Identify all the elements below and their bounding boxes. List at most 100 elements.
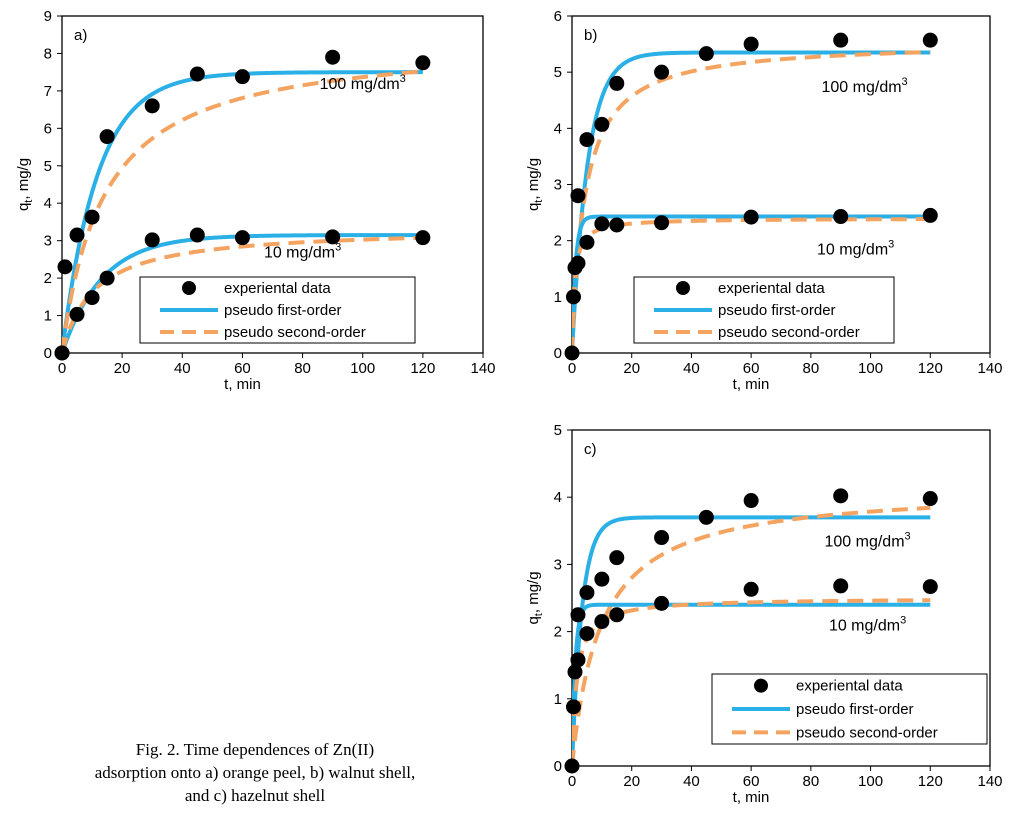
legend-marker-experimental	[676, 281, 690, 295]
y-tick-label: 7	[44, 83, 52, 100]
y-tick-label: 0	[44, 345, 52, 362]
data-point	[833, 209, 849, 225]
x-tick-label: 120	[918, 360, 943, 377]
data-point	[99, 129, 115, 145]
y-tick-label: 3	[554, 177, 562, 194]
data-point	[654, 64, 670, 80]
x-tick-label: 80	[803, 773, 820, 790]
data-point	[743, 493, 759, 509]
data-point	[69, 306, 85, 322]
caption-line: Fig. 2. Time dependences of Zn(II)	[135, 740, 375, 759]
curve-label: 100 mg/dm3	[824, 530, 910, 550]
data-point	[325, 229, 341, 245]
pseudo-second-order-curve	[62, 69, 424, 353]
pseudo-second-order-curve	[62, 235, 423, 353]
data-point	[609, 607, 625, 623]
data-point	[698, 509, 714, 525]
x-axis-label: t, min	[733, 789, 770, 806]
x-tick-label: 0	[568, 360, 576, 377]
data-point	[594, 116, 610, 132]
data-point	[84, 209, 100, 225]
data-point	[833, 488, 849, 504]
data-point	[570, 652, 586, 668]
data-point	[594, 216, 610, 232]
figure-caption: Fig. 2. Time dependences of Zn(II) adsor…	[10, 738, 500, 807]
legend: experiental data pseudo first-order pseudo…	[711, 673, 988, 745]
x-tick-label: 40	[683, 360, 700, 377]
legend: experiental data pseudo first-order pseudo…	[633, 276, 895, 344]
data-point	[144, 232, 160, 248]
data-point	[579, 234, 595, 250]
y-axis-label: qt, mg/g	[15, 158, 35, 211]
x-tick-label: 20	[623, 360, 640, 377]
y-tick-label: 1	[554, 691, 562, 708]
y-tick-label: 6	[554, 8, 562, 25]
x-tick-label: 140	[977, 360, 1002, 377]
x-tick-label: 140	[470, 360, 495, 377]
x-axis-label: t, min	[733, 376, 770, 393]
data-point	[564, 758, 580, 774]
data-point	[84, 290, 100, 306]
y-tick-label: 5	[44, 158, 52, 175]
chart-panel-c: 0 20 40 60 80 100 120 140 0 1 2 3 4 5 t, min qt, mg/g c)…	[525, 422, 1003, 806]
panel-label: b)	[584, 27, 597, 44]
y-tick-label: 1	[44, 308, 52, 325]
x-axis-label: t, min	[224, 376, 261, 393]
y-tick-label: 9	[44, 8, 52, 25]
data-point	[833, 578, 849, 594]
x-tick-label: 120	[410, 360, 435, 377]
legend-entry: experiental data	[224, 280, 331, 297]
x-tick-label: 100	[858, 360, 883, 377]
y-tick-label: 5	[554, 64, 562, 81]
data-point	[654, 595, 670, 611]
data-point	[594, 571, 610, 587]
caption-line: and c) hazelnut shell	[184, 786, 326, 805]
x-tick-label: 140	[977, 773, 1002, 790]
panel-label: a)	[74, 27, 87, 44]
data-point	[579, 132, 595, 148]
data-point	[654, 215, 670, 231]
y-tick-label: 3	[554, 556, 562, 573]
data-point	[564, 345, 580, 361]
x-tick-label: 100	[350, 360, 375, 377]
legend-entry: experiental data	[718, 280, 825, 297]
data-point	[922, 491, 938, 507]
data-point	[609, 75, 625, 91]
x-tick-label: 20	[114, 360, 131, 377]
y-axis-label: qt, mg/g	[525, 571, 545, 624]
data-point	[743, 581, 759, 597]
chart-panel-a: 0 20 40 60 80 100 120 140 0 1 2 3 4 5 6 7 8 9 t, min qt, mg…	[15, 8, 496, 393]
data-point	[922, 32, 938, 48]
x-tick-label: 20	[623, 773, 640, 790]
caption-line: adsorption onto a) orange peel, b) walnu…	[94, 763, 416, 782]
data-point	[234, 69, 250, 85]
legend-entry: pseudo first-order	[796, 701, 914, 718]
data-point	[69, 227, 85, 243]
legend-entry: pseudo first-order	[224, 302, 342, 319]
data-point	[579, 626, 595, 642]
x-tick-label: 80	[294, 360, 311, 377]
legend-entry: pseudo second-order	[224, 324, 366, 341]
pseudo-second-order-curve	[572, 50, 931, 353]
x-tick-label: 40	[683, 773, 700, 790]
data-point	[325, 49, 341, 65]
x-tick-label: 0	[568, 773, 576, 790]
data-point	[99, 270, 115, 286]
x-tick-label: 60	[743, 773, 760, 790]
y-axis-label: qt, mg/g	[525, 158, 545, 211]
y-tick-label: 4	[554, 120, 562, 137]
x-tick-label: 40	[174, 360, 191, 377]
curve-label: 100 mg/dm3	[822, 76, 908, 96]
curve-label: 10 mg/dm3	[817, 239, 894, 259]
y-tick-label: 5	[554, 422, 562, 439]
y-tick-label: 2	[44, 270, 52, 287]
legend-marker-experimental	[754, 678, 768, 693]
y-tick-label: 2	[554, 624, 562, 641]
data-point	[743, 209, 759, 225]
y-tick-label: 4	[554, 489, 562, 506]
legend-entry: pseudo second-order	[796, 724, 938, 741]
data-point	[189, 66, 205, 82]
y-tick-label: 4	[44, 195, 52, 212]
x-tick-label: 80	[803, 360, 820, 377]
